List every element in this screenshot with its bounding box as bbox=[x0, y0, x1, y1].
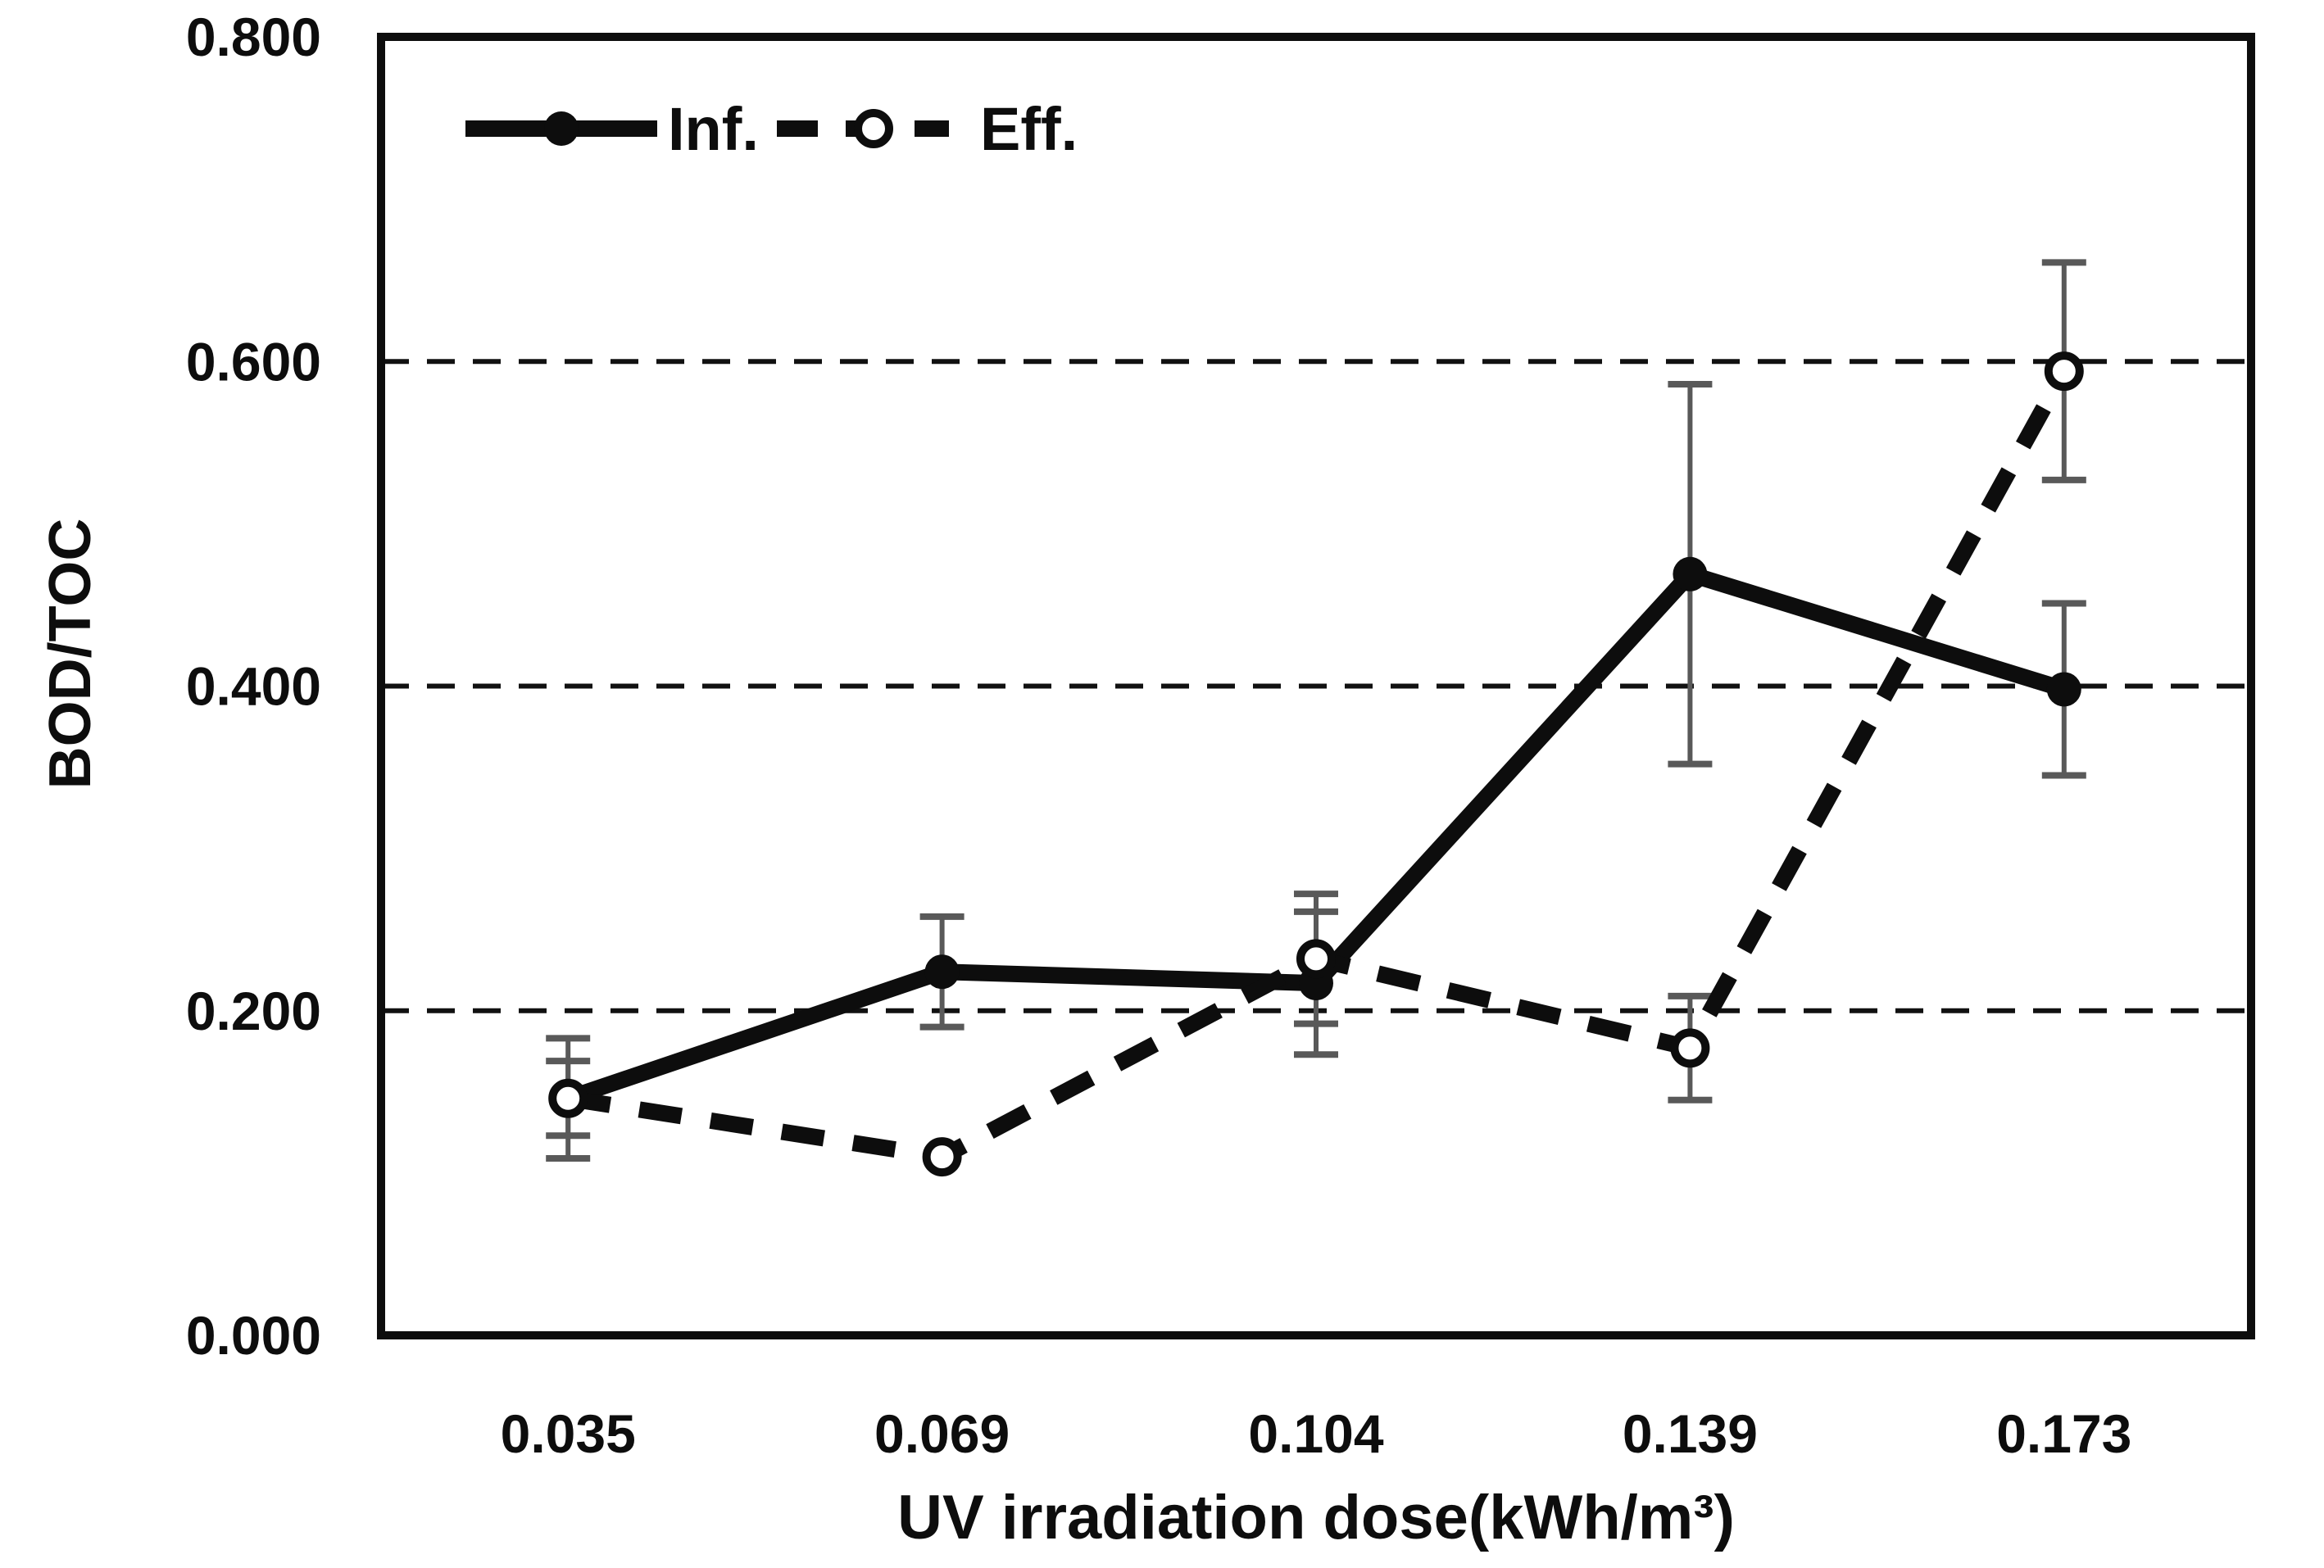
legend: Inf. Eff. bbox=[465, 95, 1078, 163]
marker-eff-3 bbox=[1670, 1028, 1710, 1068]
marker-inf-1 bbox=[924, 954, 960, 990]
y-tick-label-0.600: 0.600 bbox=[186, 331, 321, 392]
y-tick-label-0.200: 0.200 bbox=[186, 981, 321, 1041]
y-tick-label-0.000: 0.000 bbox=[186, 1305, 321, 1366]
x-tick-label-0.104: 0.104 bbox=[1248, 1403, 1383, 1464]
y-tick-label-0.800: 0.800 bbox=[186, 7, 321, 67]
marker-inf-3 bbox=[1673, 556, 1708, 591]
marker-eff-4 bbox=[2044, 351, 2084, 392]
x-axis-tick-labels: 0.035 0.069 0.104 0.139 0.173 bbox=[501, 1403, 2132, 1464]
x-tick-label-0.139: 0.139 bbox=[1623, 1403, 1758, 1464]
plot-area-border bbox=[377, 33, 2255, 1339]
series-markers bbox=[548, 351, 2084, 1177]
x-tick-label-0.035: 0.035 bbox=[501, 1403, 636, 1464]
y-axis-tick-labels: 0.000 0.200 0.400 0.600 0.800 bbox=[186, 7, 321, 1366]
marker-eff-0 bbox=[548, 1078, 588, 1118]
marker-eff-2 bbox=[1296, 939, 1336, 979]
legend-inf-marker-icon bbox=[544, 111, 579, 146]
x-tick-label-0.173: 0.173 bbox=[1996, 1403, 2131, 1464]
marker-eff-1 bbox=[922, 1137, 962, 1177]
y-tick-label-0.400: 0.400 bbox=[186, 656, 321, 717]
x-tick-label-0.069: 0.069 bbox=[874, 1403, 1010, 1464]
legend-eff-label: Eff. bbox=[980, 95, 1078, 163]
x-axis-title: UV irradiation dose(kWh/m³) bbox=[897, 1483, 1735, 1552]
legend-inf-label: Inf. bbox=[668, 95, 759, 163]
legend-eff-marker-icon bbox=[854, 109, 893, 148]
marker-inf-4 bbox=[2046, 672, 2081, 707]
y-axis-title: BOD/TOC bbox=[38, 519, 103, 790]
